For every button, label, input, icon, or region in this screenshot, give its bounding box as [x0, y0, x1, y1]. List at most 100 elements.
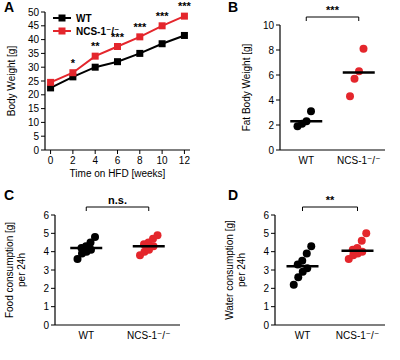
- y-tick: [41, 136, 45, 137]
- x-tick-label: NCS-1⁻/⁻: [337, 155, 380, 166]
- x-tick-label: 10: [157, 155, 169, 166]
- x-tick-label: WT: [295, 330, 311, 341]
- significance: ***: [156, 10, 170, 22]
- data-point: [290, 281, 298, 289]
- y-tick: [276, 25, 280, 26]
- figure: A05101520253035404550Body Weight [g]0246…: [0, 0, 400, 360]
- series-marker: [47, 79, 54, 86]
- x-tick: [184, 150, 185, 154]
- significance: **: [326, 194, 335, 206]
- data-point: [307, 107, 315, 115]
- y-axis-label: per 24h: [236, 253, 247, 287]
- series-marker: [69, 69, 76, 76]
- data-point: [360, 45, 368, 53]
- y-tick-label: 3: [43, 265, 49, 276]
- x-tick: [95, 150, 96, 154]
- panel-letter: C: [4, 187, 14, 203]
- series-marker: [159, 40, 166, 47]
- data-point: [346, 92, 354, 100]
- y-tick-label: 50: [28, 7, 40, 18]
- y-tick: [271, 251, 275, 252]
- y-tick-label: 40: [28, 34, 40, 45]
- data-point: [91, 233, 99, 241]
- significance-bracket: [303, 207, 358, 211]
- y-tick-label: 2: [268, 120, 274, 131]
- y-tick-label: 20: [28, 89, 40, 100]
- y-tick: [51, 288, 55, 289]
- plot-marks: [70, 231, 165, 263]
- x-tick-label: 6: [115, 155, 121, 166]
- y-tick: [41, 39, 45, 40]
- y-tick-label: 10: [263, 20, 275, 31]
- y-tick-label: 0: [33, 145, 39, 156]
- y-tick: [51, 270, 55, 271]
- legend-marker: [59, 15, 66, 22]
- legend-label: NCS-1⁻/⁻: [76, 26, 119, 37]
- x-tick-label: 8: [137, 155, 143, 166]
- y-tick-label: 35: [28, 48, 40, 59]
- x-axis-label: Time on HFD [weeks]: [70, 168, 166, 179]
- panel-letter: B: [228, 0, 238, 15]
- y-tick-label: 1: [263, 301, 269, 312]
- y-tick: [41, 122, 45, 123]
- y-tick: [51, 233, 55, 234]
- y-tick: [41, 81, 45, 82]
- significance: ***: [326, 4, 340, 16]
- series-marker: [92, 64, 99, 71]
- y-tick: [276, 100, 280, 101]
- y-tick: [271, 233, 275, 234]
- y-tick: [276, 125, 280, 126]
- y-tick-label: 1: [43, 301, 49, 312]
- y-tick: [41, 67, 45, 68]
- y-tick: [271, 325, 275, 326]
- x-tick: [50, 150, 51, 154]
- panel: A05101520253035404550Body Weight [g]0246…: [4, 0, 192, 179]
- y-tick: [51, 325, 55, 326]
- y-tick: [271, 215, 275, 216]
- y-tick-label: 0: [263, 320, 269, 331]
- y-tick-label: 2: [43, 283, 49, 294]
- series-marker: [136, 50, 143, 57]
- x-tick-label: 0: [48, 155, 54, 166]
- plot-marks: [47, 13, 188, 92]
- panel-letter: A: [4, 0, 14, 15]
- series-marker: [136, 33, 143, 40]
- significance: ***: [133, 21, 147, 33]
- mean-line: [343, 71, 375, 74]
- y-tick: [41, 94, 45, 95]
- series-marker: [181, 13, 188, 20]
- y-tick-label: 0: [268, 145, 274, 156]
- panel: D0123456Water consumption [g]per 24hWTNC…: [224, 187, 385, 341]
- panel-letter: D: [228, 187, 238, 203]
- x-tick: [117, 150, 118, 154]
- series-marker: [114, 43, 121, 50]
- y-tick: [41, 108, 45, 109]
- data-point: [307, 242, 315, 250]
- x-tick: [139, 150, 140, 154]
- x-tick-label: WT: [78, 330, 94, 341]
- y-tick-label: 0: [43, 320, 49, 331]
- plot-marks: [290, 45, 375, 131]
- y-tick-label: 6: [43, 210, 49, 221]
- significance-bracket: [306, 17, 359, 21]
- panel: B0246810Fat Body Weight [g]WTNCS-1⁻/⁻***: [228, 0, 385, 166]
- y-tick-label: 5: [43, 228, 49, 239]
- x-tick-label: 12: [179, 155, 191, 166]
- x-tick-label: NCS-1⁻/⁻: [336, 330, 379, 341]
- y-tick-label: 10: [28, 117, 40, 128]
- y-tick: [276, 50, 280, 51]
- significance: **: [91, 40, 100, 52]
- y-tick: [51, 306, 55, 307]
- y-axis-line: [279, 25, 280, 150]
- legend-label: WT: [76, 13, 92, 24]
- data-point: [358, 237, 366, 245]
- y-axis-label: Body Weight [g]: [6, 46, 17, 117]
- data-point: [303, 250, 311, 258]
- legend: WT NCS-1⁻/⁻: [53, 13, 119, 37]
- y-tick-label: 30: [28, 62, 40, 73]
- y-tick-label: 5: [33, 131, 39, 142]
- y-axis-label: Water consumption [g]: [224, 220, 235, 320]
- series-marker: [114, 58, 121, 65]
- x-tick: [72, 150, 73, 154]
- y-tick: [41, 12, 45, 13]
